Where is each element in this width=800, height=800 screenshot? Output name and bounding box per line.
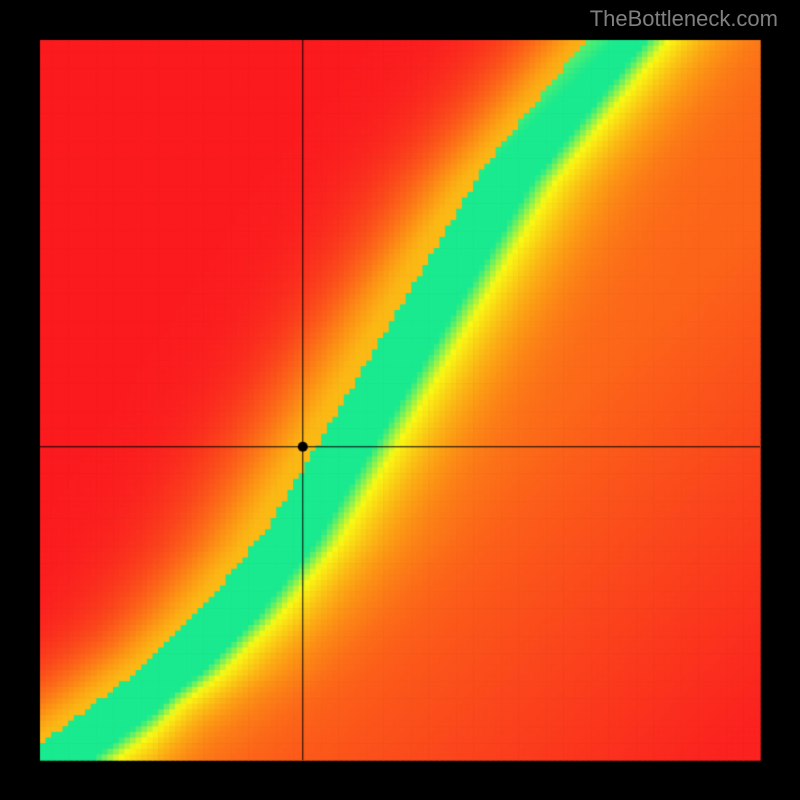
- bottleneck-heatmap: [0, 0, 800, 800]
- chart-container: TheBottleneck.com: [0, 0, 800, 800]
- watermark-text: TheBottleneck.com: [590, 6, 778, 32]
